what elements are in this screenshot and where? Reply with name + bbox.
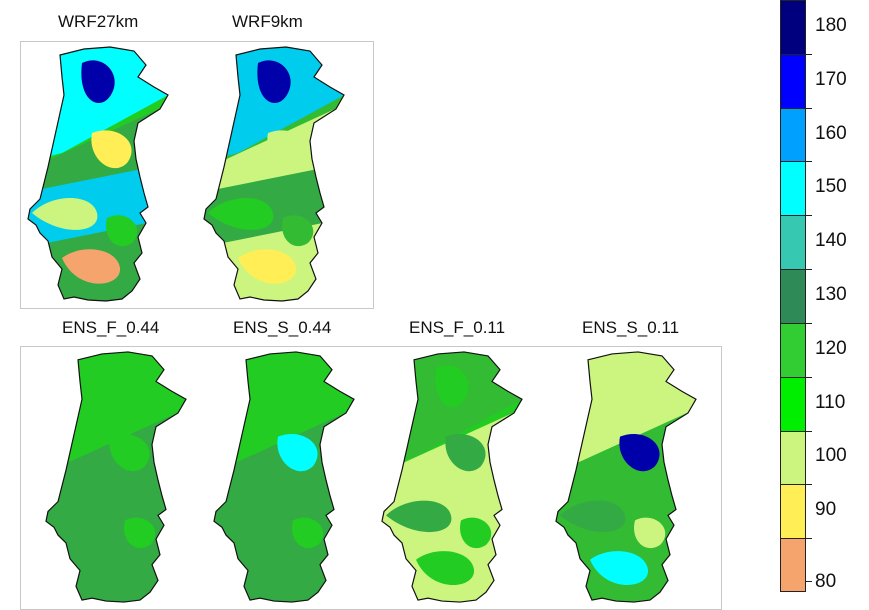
colorbar-label: 120 [815, 337, 847, 359]
map-fill [28, 47, 168, 301]
map-outline [555, 351, 697, 603]
colorbar-tick [806, 215, 812, 217]
colorbar-tick [806, 322, 812, 324]
map-region [435, 365, 469, 408]
panel-title-wrf9km: WRF9km [232, 12, 303, 31]
colorbar-label: 80 [815, 571, 837, 592]
panel-title-wrf27km: WRF27km [58, 12, 139, 31]
map-region [50, 500, 116, 533]
map-fill [214, 351, 354, 603]
map-wrf27km [27, 46, 169, 302]
map-region [560, 500, 626, 533]
map-region [386, 500, 452, 533]
map-wrf9km [203, 46, 345, 302]
colorbar-segment [780, 430, 806, 485]
panel-title-ens-f-011: ENS_F_0.11 [409, 318, 506, 337]
map-fill [556, 351, 696, 603]
panel-title-ens-f-044: ENS_F_0.44 [62, 318, 160, 337]
colorbar-tick [806, 161, 812, 163]
map-region [292, 517, 324, 549]
colorbar-label: 140 [815, 230, 847, 252]
colorbar-tick [806, 107, 812, 109]
map-region [91, 130, 132, 169]
map-region [124, 517, 156, 549]
map-ens-s-044 [213, 351, 355, 603]
map-region [445, 434, 486, 472]
colorbar-segment [780, 107, 806, 162]
colorbar-segment [780, 538, 806, 592]
map-region [277, 434, 318, 472]
map-fill [382, 351, 522, 603]
panel-title-ens-s-011: ENS_S_0.11 [582, 318, 680, 337]
colorbar-label: 160 [815, 122, 847, 144]
map-region [634, 517, 666, 549]
map-region [267, 365, 301, 408]
map-region [248, 551, 307, 585]
colorbar-label: 90 [815, 499, 837, 521]
colorbar-label: 100 [815, 445, 847, 467]
panel-title-ens-s-044: ENS_S_0.44 [233, 318, 332, 337]
map-outline [203, 46, 345, 302]
map-fill [46, 351, 186, 603]
colorbar [780, 0, 806, 592]
map-region [282, 215, 314, 247]
colorbar-label: 150 [815, 176, 847, 198]
map-region [416, 551, 475, 585]
colorbar-tick [806, 484, 812, 486]
colorbar-segment [780, 215, 806, 270]
colorbar-segment [780, 0, 806, 54]
map-region [238, 249, 297, 284]
colorbar-segment [780, 376, 806, 431]
map-region [32, 198, 98, 230]
map-ens-f-011 [381, 351, 523, 603]
colorbar-tick [806, 53, 812, 55]
map-region [208, 198, 274, 230]
colorbar-tick [806, 538, 812, 540]
map-outline [381, 351, 523, 603]
map-outline [213, 351, 355, 603]
map-region [99, 365, 133, 408]
map-region [609, 365, 643, 408]
map-region [109, 434, 150, 472]
colorbar-label: 170 [815, 68, 847, 90]
map-region [257, 60, 291, 103]
colorbar-segment [780, 484, 806, 539]
colorbar-tick [806, 430, 812, 432]
colorbar-segment [780, 161, 806, 216]
colorbar-label: 130 [815, 284, 847, 305]
map-region [267, 130, 308, 169]
colorbar-tick [806, 376, 812, 378]
map-region [62, 249, 121, 284]
map-region [590, 551, 649, 585]
map-ens-s-011 [555, 351, 697, 603]
map-ens-f-044 [45, 351, 187, 603]
colorbar-tick [806, 581, 812, 583]
colorbar-frame [780, 0, 806, 592]
map-region [80, 551, 139, 585]
colorbar-segment [780, 322, 806, 377]
colorbar-label: 180 [815, 14, 847, 36]
colorbar-label: 110 [815, 391, 846, 413]
map-region [218, 500, 284, 533]
map-region [619, 434, 660, 472]
map-region [81, 60, 115, 103]
colorbar-segment [780, 53, 806, 108]
map-region [460, 517, 492, 549]
colorbar-segment [780, 269, 806, 323]
map-region [106, 215, 138, 247]
map-outline [45, 351, 187, 603]
colorbar-tick [806, 269, 812, 271]
map-fill [204, 47, 344, 301]
map-outline [27, 46, 169, 302]
